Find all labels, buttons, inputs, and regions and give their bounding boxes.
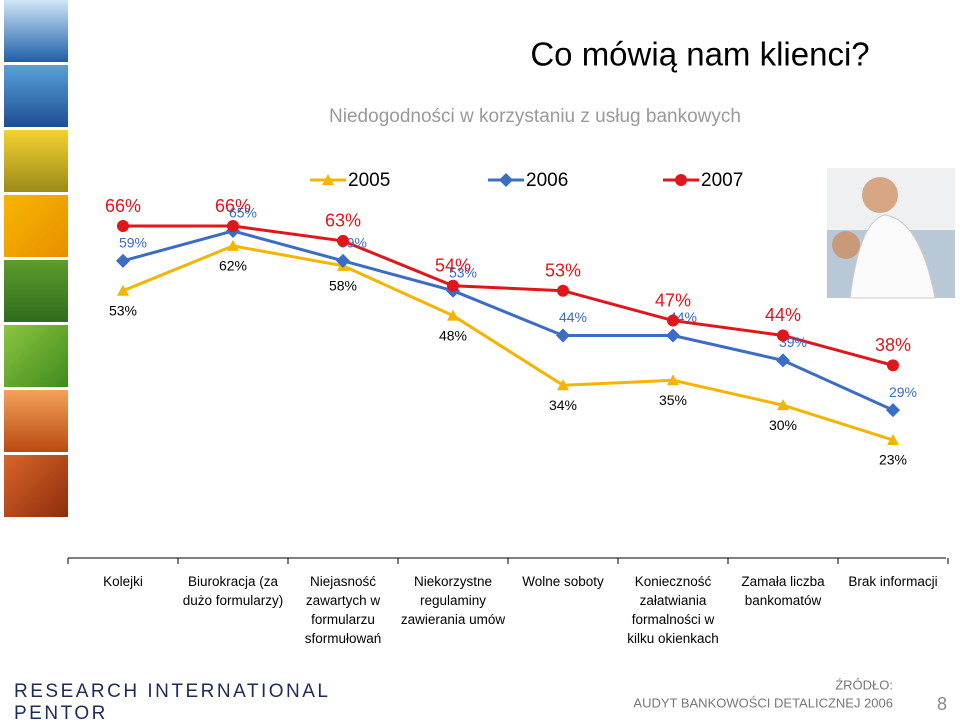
x-tick-label: Wolne soboty [522, 574, 604, 589]
data-label: 66% [105, 196, 141, 216]
data-label: 59% [119, 235, 147, 251]
image-strip [4, 0, 68, 517]
marker [777, 399, 789, 411]
slide-title: Co mówią nam klienci? [530, 36, 869, 73]
marker [447, 279, 459, 292]
marker [499, 173, 513, 187]
data-label: 47% [655, 290, 691, 310]
marker [556, 328, 570, 343]
data-label: 53% [109, 302, 137, 318]
data-label: 44% [559, 309, 587, 325]
marker [887, 434, 899, 445]
data-label: 65% [229, 205, 257, 221]
logo-line: PENTOR [14, 703, 108, 724]
x-tick-label: Biurokracja (za dużo formularzy) [182, 574, 284, 608]
source: AUDYT BANKOWOŚCI DETALICZNEJ 2006 [633, 695, 893, 710]
legend-label: 2006 [526, 170, 568, 191]
data-label: 44% [765, 305, 801, 325]
marker [666, 328, 680, 343]
data-label: 29% [889, 384, 917, 400]
series-line [123, 224, 894, 367]
marker [887, 359, 899, 372]
legend-label: 2007 [701, 170, 743, 191]
marker [667, 374, 679, 386]
data-label: 53% [449, 264, 477, 280]
slide-subtitle: Niedogodności w korzystaniu z usług bank… [329, 106, 741, 127]
data-label: 34% [549, 397, 577, 413]
data-label: 62% [219, 258, 247, 274]
source-label: ŹRÓDŁO: [835, 677, 893, 692]
series-line [122, 229, 894, 412]
data-label: 53% [545, 260, 581, 280]
data-label: 35% [659, 392, 687, 408]
logo-line: RESEARCH INTERNATIONAL [14, 681, 330, 702]
data-label: 66% [215, 196, 251, 216]
data-label: 63% [325, 211, 361, 231]
data-label: 23% [879, 452, 907, 468]
marker [675, 174, 687, 186]
marker [557, 284, 569, 297]
marker [447, 309, 459, 321]
x-tick-label: Niejasność zawartych w formularzu sformu… [304, 574, 382, 646]
data-label: 54% [435, 255, 471, 275]
marker [557, 379, 569, 391]
marker [116, 253, 130, 268]
data-label: 58% [329, 278, 357, 294]
x-tick-label: Brak informacji [848, 574, 938, 589]
legend-label: 2005 [348, 170, 390, 191]
photo [827, 168, 955, 299]
marker [777, 329, 789, 342]
marker [227, 220, 239, 232]
data-label: 38% [875, 335, 911, 355]
marker [117, 284, 129, 296]
marker [227, 239, 239, 251]
x-tick-label: Konieczność załatwiania formalności w ki… [627, 574, 719, 646]
x-tick-label: Zamała liczba bankomatów [741, 574, 825, 608]
marker [776, 353, 790, 368]
x-tick-label: Niekorzystne regulaminy zawierania umów [400, 574, 506, 627]
data-label: 30% [769, 417, 797, 433]
x-tick-label: Kolejki [103, 574, 143, 589]
marker [337, 234, 349, 247]
marker [886, 403, 900, 418]
data-label: 48% [439, 327, 467, 343]
series-line [122, 244, 894, 442]
page-number: 8 [937, 694, 947, 714]
marker [667, 314, 679, 327]
marker [322, 174, 334, 185]
marker [117, 220, 129, 232]
marker [336, 253, 350, 268]
